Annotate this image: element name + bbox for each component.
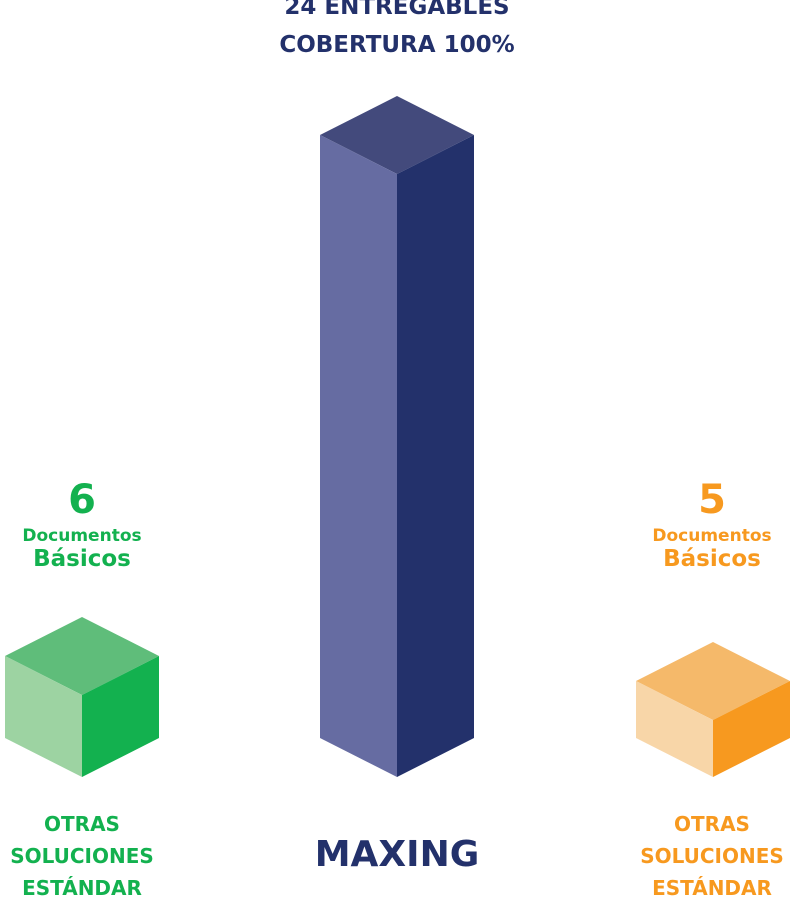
green-category-line-3: ESTÁNDAR	[22, 876, 142, 900]
maxing-bar-left-face	[320, 135, 397, 777]
green-category-line-2: SOLUCIONES	[10, 844, 154, 868]
orange-sub-label-2: Básicos	[663, 546, 761, 572]
green-sub-label-2: Básicos	[33, 546, 131, 572]
maxing-value-label-2: COBERTURA 100%	[279, 32, 515, 58]
orange-category-line-1: OTRAS	[674, 812, 750, 836]
green-sub-label-1: Documentos	[22, 526, 142, 546]
orange-category-line-3: ESTÁNDAR	[652, 876, 772, 900]
orange-value-label: 5	[698, 477, 726, 523]
orange-category-line-2: SOLUCIONES	[640, 844, 784, 868]
green-bar-right-face	[82, 656, 159, 777]
maxing-category-label: MAXING	[314, 834, 480, 875]
orange-bar-left-face	[636, 681, 713, 777]
orange-sub-label-1: Documentos	[652, 526, 772, 546]
green-bar-left-face	[5, 656, 82, 777]
maxing-bar-right-face	[397, 135, 474, 777]
green-value-label: 6	[68, 477, 96, 523]
maxing-value-label-1: 24 ENTREGABLES	[284, 0, 510, 20]
orange-bar-right-face	[713, 681, 790, 777]
green-category-line-1: OTRAS	[44, 812, 120, 836]
